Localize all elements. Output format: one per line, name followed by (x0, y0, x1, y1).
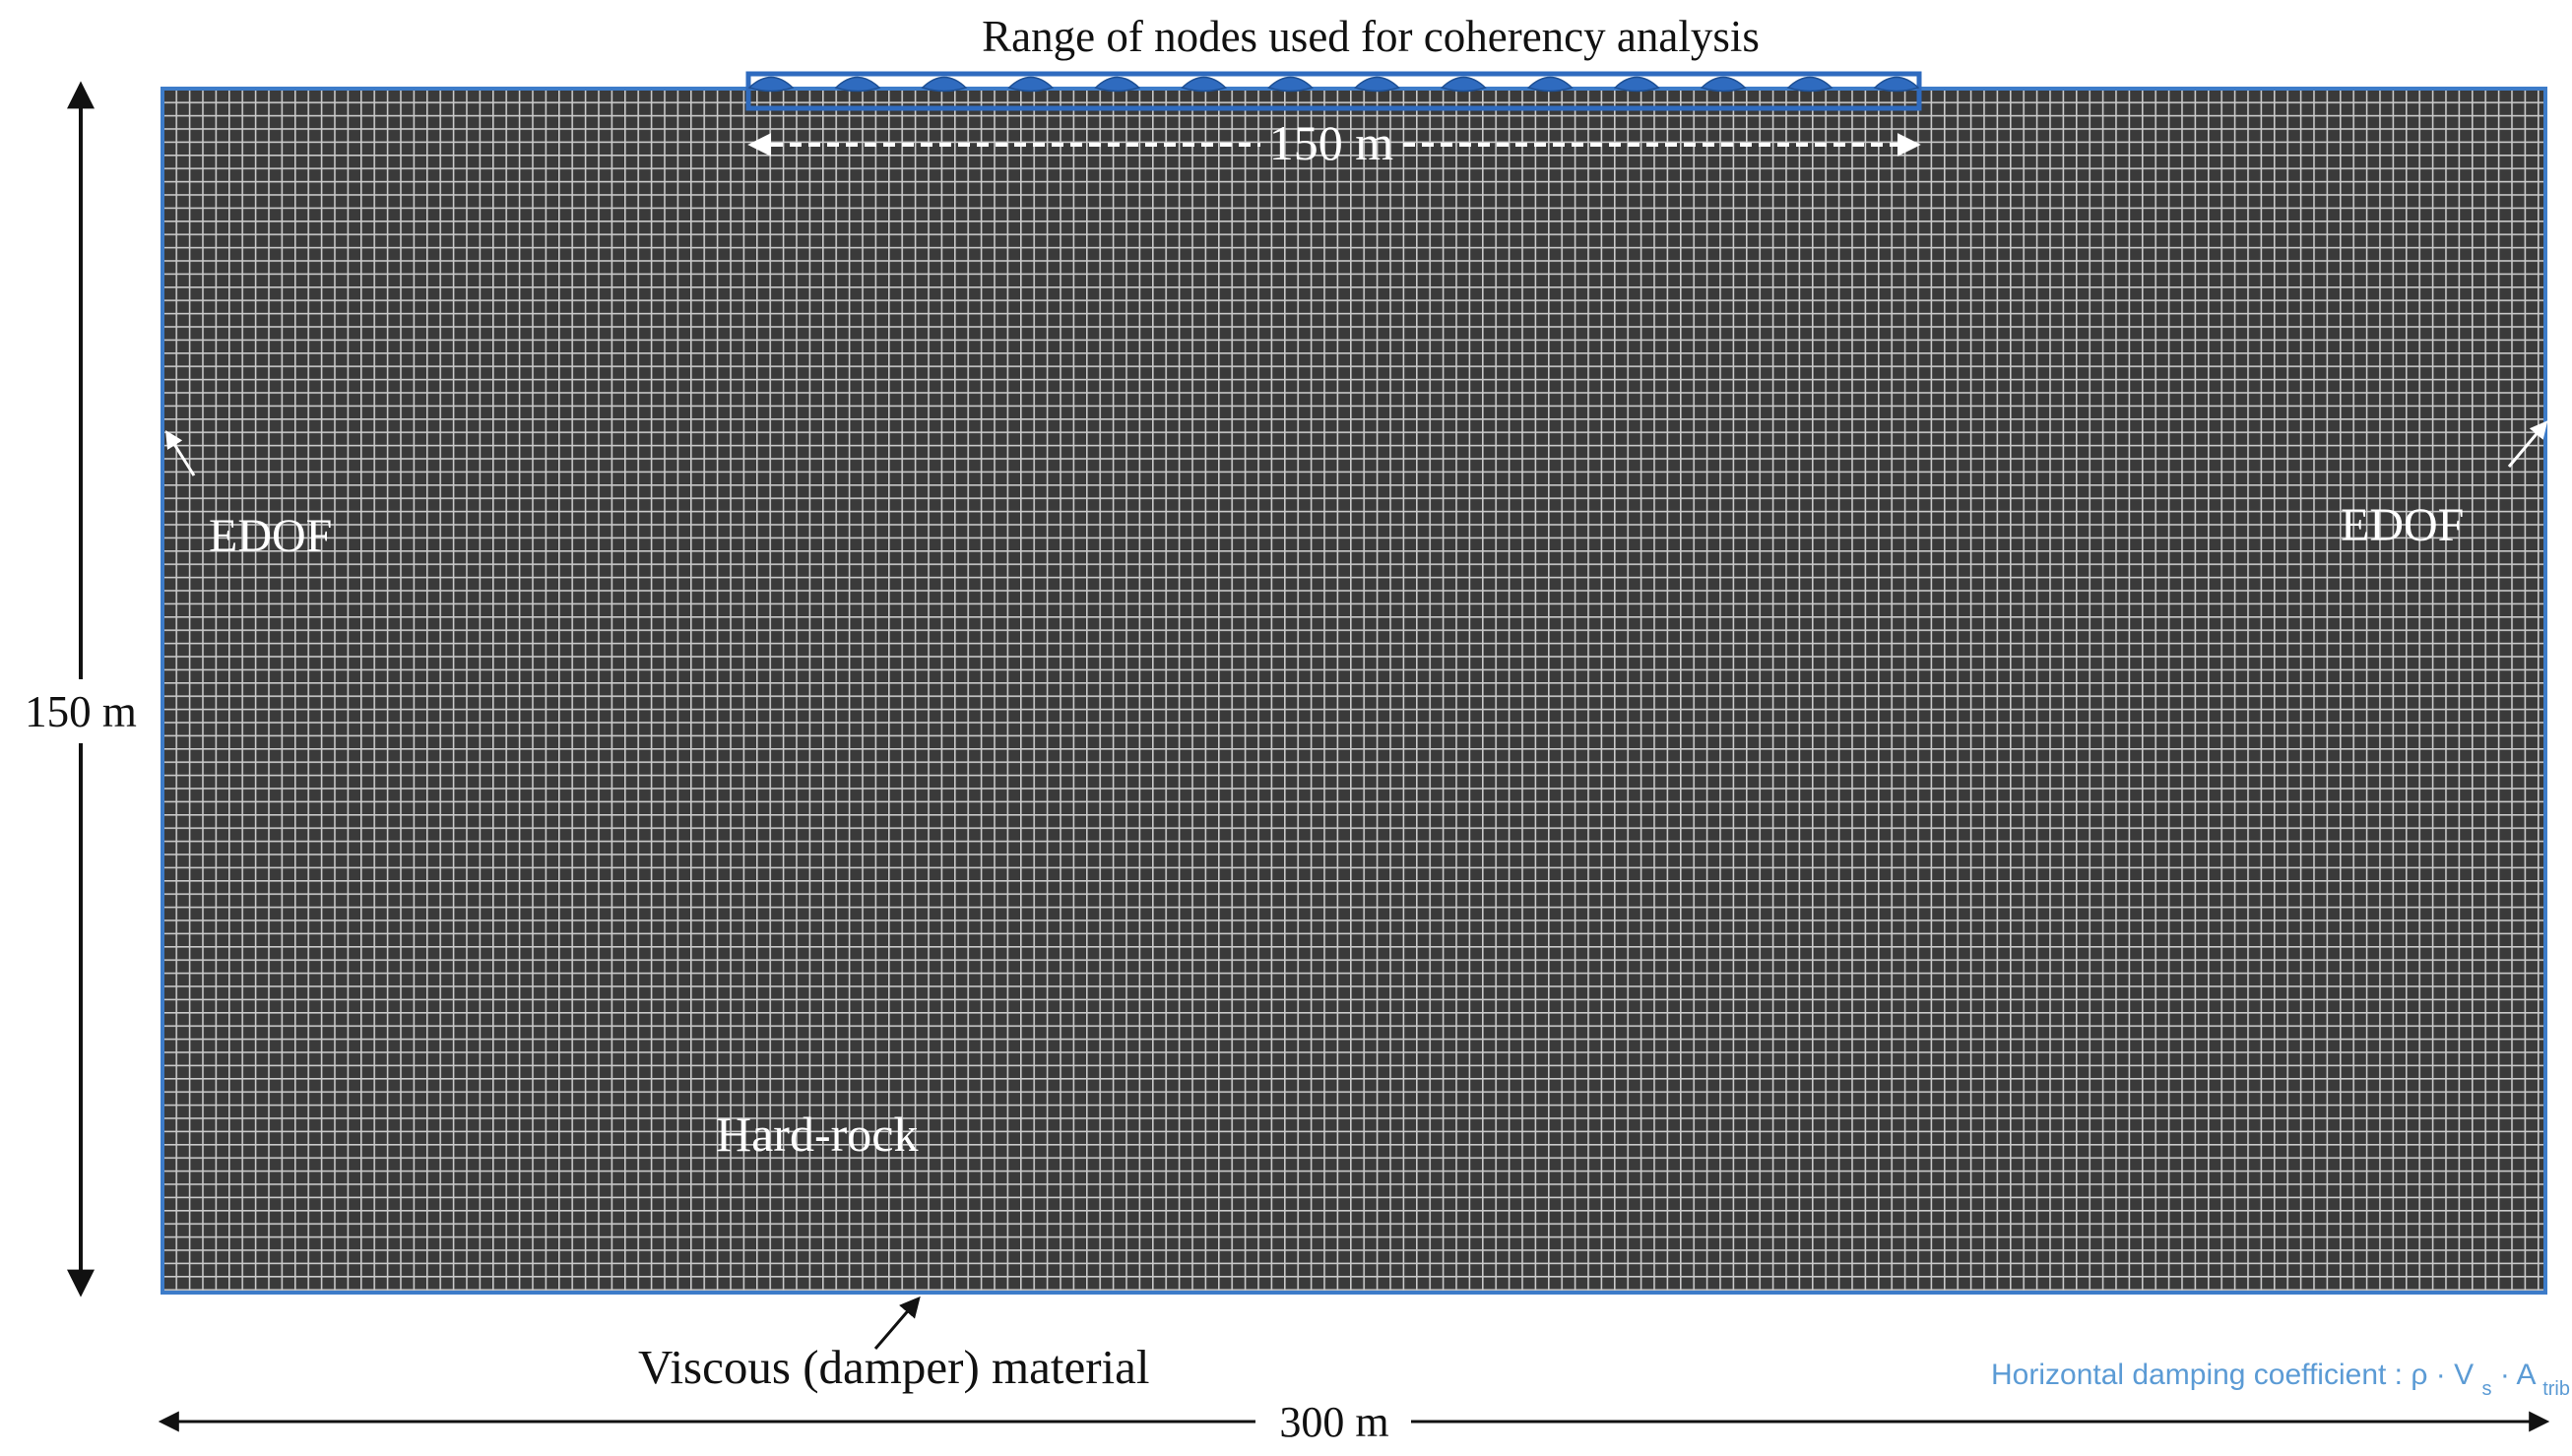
finite-element-mesh (162, 89, 2545, 1293)
surface-node-marker (1267, 76, 1314, 93)
surface-node-marker (1700, 76, 1747, 93)
surface-node-marker (1613, 76, 1660, 93)
mesh-boundary-outline (161, 87, 2547, 1295)
depth-dimension-label: 150 m (25, 687, 137, 736)
damping-v: V (2454, 1359, 2474, 1391)
surface-node-marker (747, 76, 795, 93)
viscous-damper-label: Viscous (damper) material (638, 1340, 1150, 1394)
surface-node-marker (834, 76, 881, 93)
damping-dot-two: · (2500, 1359, 2510, 1391)
damping-dot-one: · (2436, 1359, 2446, 1391)
damping-coefficient-note: Horizontal damping coefficient : ρ · V s… (1991, 1359, 2570, 1400)
damping-note-prefix: Horizontal damping coefficient : (1991, 1359, 2411, 1391)
left-edof-arrow (165, 429, 196, 476)
surface-node-marker (1094, 76, 1141, 93)
surface-node-marker (1354, 76, 1400, 93)
surface-node-row (747, 76, 1920, 93)
hard-rock-label: Hard-rock (716, 1107, 918, 1162)
damping-a: A (2517, 1359, 2537, 1391)
damping-a-subscript: trib (2542, 1378, 2570, 1400)
right-edof-arrow (2507, 420, 2548, 468)
right-edof-label: EDOF (2341, 499, 2464, 551)
top-range-title: Range of nodes used for coherency analys… (982, 12, 1760, 61)
surface-node-marker (1526, 76, 1574, 93)
bottom-damper-arrow (873, 1296, 921, 1350)
surface-node-marker (1181, 76, 1228, 93)
damping-v-subscript: s (2481, 1378, 2491, 1400)
surface-node-marker (1007, 76, 1055, 93)
surface-node-marker (921, 76, 968, 93)
left-edof-label: EDOF (209, 510, 332, 562)
range-dimension-label: 150 m (1269, 115, 1394, 170)
surface-node-marker (1786, 76, 1833, 93)
coherency-range-box (745, 71, 1922, 111)
surface-node-marker (1873, 76, 1920, 93)
damping-rho: ρ (2411, 1359, 2427, 1391)
surface-node-marker (1440, 76, 1487, 93)
width-dimension-label: 300 m (1279, 1398, 1388, 1446)
